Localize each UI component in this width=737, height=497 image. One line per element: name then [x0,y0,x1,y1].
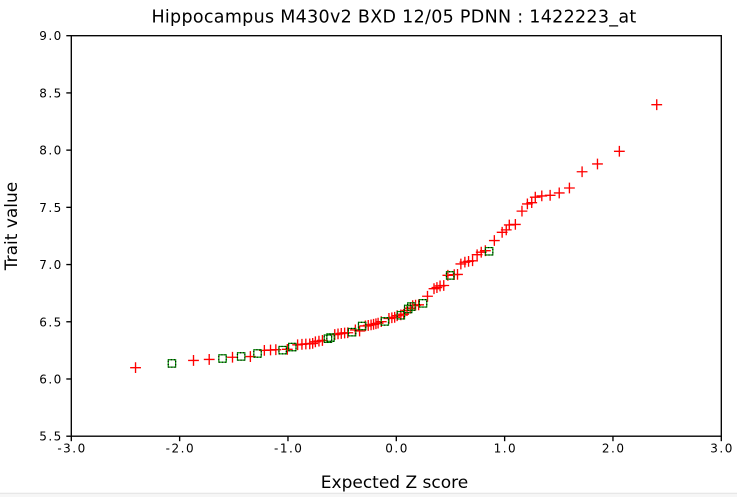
data-point-red-plus [307,337,319,349]
data-point-red-plus [529,191,541,203]
data-point-red-plus [422,290,433,302]
y-axis-label: Trait value [2,182,22,272]
data-point-red-plus [203,354,215,365]
y-tick-label: 9.0 [39,29,63,43]
data-points [130,99,663,374]
page-bottom-strip [0,492,737,497]
data-point-square-dash-overlay [167,359,177,368]
y-tick-label: 6.5 [39,315,63,329]
data-point-square-dash-overlay [380,317,390,326]
data-point-red-plus [526,197,538,209]
data-point-red-plus [438,280,450,291]
axes-frame [70,35,722,437]
y-tick-label: 7.5 [39,201,63,215]
y-tick-label: 6.0 [39,372,63,386]
data-point-green-square [418,299,428,308]
data-point-red-plus [281,343,293,355]
data-point-red-plus [509,218,521,230]
data-point-square-dash-overlay [218,354,227,363]
data-point-square-dash-overlay [253,349,262,358]
x-tick-label: -1.0 [274,442,303,456]
data-point-red-plus [564,182,575,194]
x-tick-label: 1.0 [494,442,518,456]
axis-ticks: -3.0 -2.0 -1.0 0.0 1.0 2.0 3.0 5.5 6.0 6.5 7.0 7.5 8… [39,29,734,456]
data-point-red-plus [651,99,663,111]
y-tick-label: 8.0 [39,144,63,158]
data-point-red-plus [342,327,354,339]
data-point-square-dash-overlay [484,246,494,256]
data-point-square-dash-overlay [236,352,246,361]
data-point-red-plus [188,355,199,366]
data-point-square-dash-overlay [326,333,335,342]
x-tick-label: -3.0 [57,442,86,456]
data-point-square-dash-overlay [418,299,428,308]
data-point-red-plus [227,351,238,363]
x-axis-label: Expected Z score [321,473,468,493]
data-point-red-plus [428,283,440,295]
data-point-red-plus [389,311,401,323]
x-tick-label: 2.0 [602,442,626,456]
data-point-square-dash-overlay [278,345,287,355]
data-point-square-dash-overlay [288,342,297,352]
data-point-green-square [236,352,246,361]
data-point-square-dash-overlay [347,327,357,337]
data-point-red-plus [516,205,528,217]
data-point-red-plus [521,198,533,210]
y-tick-label: 5.5 [39,430,63,444]
x-tick-label: -2.0 [166,442,195,456]
data-point-square-dash-overlay [323,334,333,344]
chart-title: Hippocampus M430v2 BXD 12/05 PDNN : 1422… [151,8,636,28]
data-point-square-dash-overlay [445,271,455,280]
bottom-strip [0,493,737,497]
y-tick-label: 8.5 [39,86,63,100]
data-point-red-plus [553,187,565,199]
data-point-red-plus [544,189,556,201]
data-point-square-dash-overlay [403,304,413,314]
x-tick-label: 0.0 [385,442,409,456]
data-point-red-plus [576,166,588,178]
data-point-red-plus [317,335,328,346]
data-point-square-dash-overlay [357,321,367,331]
plot-frame [70,35,722,437]
data-point-red-plus [613,145,625,157]
data-point-red-plus [592,158,603,170]
data-point-green-square [167,359,177,368]
y-tick-label: 7.0 [39,258,63,272]
data-point-green-square [218,354,227,363]
data-point-red-plus [130,362,141,374]
x-tick-label: 3.0 [710,442,734,456]
data-point-red-plus [467,255,478,267]
data-point-square-dash-overlay [407,302,416,311]
data-point-red-plus [488,235,500,246]
data-point-square-dash-overlay [396,310,406,320]
